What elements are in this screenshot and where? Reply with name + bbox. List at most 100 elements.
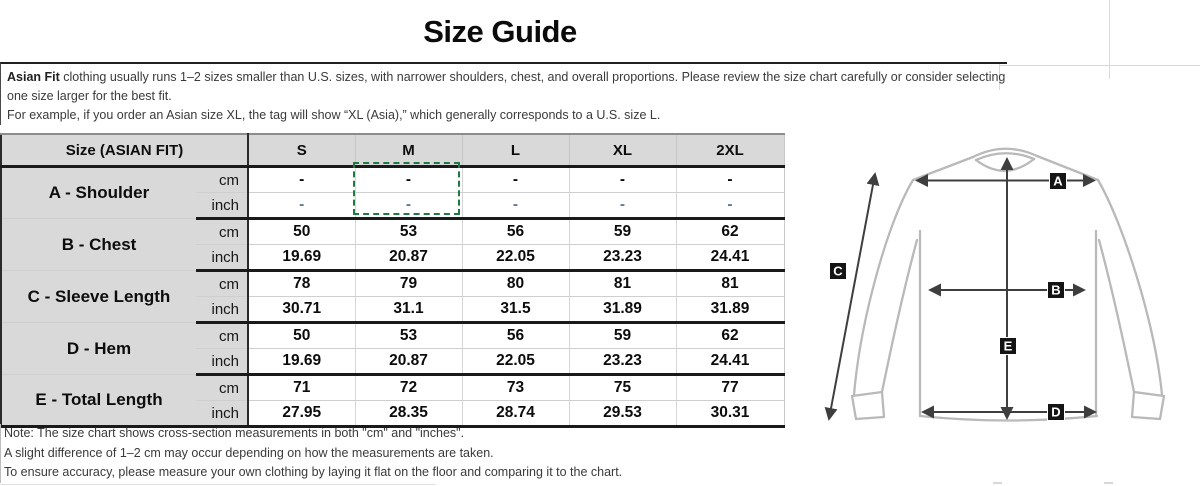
unit-cell-cm[interactable]: cm	[196, 374, 250, 401]
unit-cell-inch[interactable]: inch	[196, 192, 250, 220]
intro-line-2: one size larger for the best fit.	[7, 89, 172, 103]
cell-sleeve-inch-m[interactable]: 31.1	[354, 296, 463, 324]
table-row: C - Sleeve Length cm 78 79 80 81 81	[1, 270, 785, 323]
row-label-total-length[interactable]: E - Total Length	[1, 374, 196, 427]
cell-hem-inch-2xl[interactable]: 24.41	[675, 348, 785, 376]
header-size-xl[interactable]: XL	[568, 134, 677, 168]
cell-chest-cm-xl[interactable]: 59	[568, 218, 677, 245]
cell-total-cm-xl[interactable]: 75	[568, 374, 677, 401]
cell-chest-inch-s[interactable]: 19.69	[247, 244, 356, 272]
cell-total-cm-s[interactable]: 71	[247, 374, 356, 401]
cell-chest-cm-l[interactable]: 56	[461, 218, 570, 245]
gridline-horizontal	[1000, 65, 1200, 66]
cell-shoulder-inch-2xl[interactable]: -	[675, 192, 785, 220]
intro-line-1: Asian Fit clothing usually runs 1–2 size…	[7, 70, 1006, 84]
cell-total-inch-xl[interactable]: 29.53	[568, 400, 677, 428]
unit-cell-inch[interactable]: inch	[196, 348, 250, 376]
cell-total-inch-l[interactable]: 28.74	[461, 400, 570, 428]
cell-sleeve-inch-l[interactable]: 31.5	[461, 296, 570, 324]
row-label-sleeve-length[interactable]: C - Sleeve Length	[1, 270, 196, 323]
cell-shoulder-cm-l[interactable]: -	[461, 166, 570, 193]
cell-sleeve-cm-l[interactable]: 80	[461, 270, 570, 297]
cell-shoulder-cm-m[interactable]: -	[354, 166, 463, 193]
cell-total-cm-m[interactable]: 72	[354, 374, 463, 401]
cell-shoulder-cm-xl[interactable]: -	[568, 166, 677, 193]
row-label-chest[interactable]: B - Chest	[1, 218, 196, 271]
cell-hem-cm-xl[interactable]: 59	[568, 322, 677, 349]
cell-hem-cm-l[interactable]: 56	[461, 322, 570, 349]
cell-sleeve-inch-s[interactable]: 30.71	[247, 296, 356, 324]
table-row: inch 19.69 20.87 22.05 23.23 24.41	[1, 244, 785, 272]
row-label-shoulder[interactable]: A - Shoulder	[1, 166, 196, 219]
unit-cell-inch[interactable]: inch	[196, 296, 250, 324]
cutoff-mark	[993, 482, 1002, 484]
gridline-vertical	[1109, 0, 1110, 79]
cell-shoulder-cm-s[interactable]: -	[247, 166, 356, 193]
note-line-3: To ensure accuracy, please measure your …	[4, 465, 623, 479]
measurement-labels: A B C D E	[829, 172, 1067, 421]
label-E: E	[999, 337, 1017, 355]
cell-chest-cm-2xl[interactable]: 62	[675, 218, 785, 245]
cell-sleeve-inch-xl[interactable]: 31.89	[568, 296, 677, 324]
unit-cell-cm[interactable]: cm	[196, 322, 250, 349]
table-row: D - Hem cm 50 53 56 59 62	[1, 322, 785, 375]
cell-shoulder-inch-l[interactable]: -	[461, 192, 570, 220]
gridline-vertical	[999, 62, 1000, 90]
cell-sleeve-inch-2xl[interactable]: 31.89	[675, 296, 785, 324]
cell-total-cm-l[interactable]: 73	[461, 374, 570, 401]
table-row: inch - - - - -	[1, 192, 785, 220]
cell-total-inch-2xl[interactable]: 30.31	[675, 400, 785, 428]
cell-sleeve-cm-m[interactable]: 79	[354, 270, 463, 297]
cell-hem-inch-l[interactable]: 22.05	[461, 348, 570, 376]
size-chart: Size (ASIAN FIT) S M L XL 2XL A - Should…	[0, 133, 785, 428]
header-size-l[interactable]: L	[461, 134, 570, 168]
cell-hem-inch-s[interactable]: 19.69	[247, 348, 356, 376]
intro-text: Asian Fit clothing usually runs 1–2 size…	[0, 62, 1007, 125]
row-label-hem[interactable]: D - Hem	[1, 322, 196, 375]
cell-hem-cm-s[interactable]: 50	[247, 322, 356, 349]
cell-sleeve-cm-xl[interactable]: 81	[568, 270, 677, 297]
table-row: inch 19.69 20.87 22.05 23.23 24.41	[1, 348, 785, 376]
svg-text:B: B	[1051, 283, 1060, 298]
cell-shoulder-cm-2xl[interactable]: -	[675, 166, 785, 193]
header-size-m[interactable]: M	[354, 134, 463, 168]
cell-chest-inch-xl[interactable]: 23.23	[568, 244, 677, 272]
cell-shoulder-inch-xl[interactable]: -	[568, 192, 677, 220]
unit-cell-cm[interactable]: cm	[196, 166, 250, 193]
cell-total-cm-2xl[interactable]: 77	[675, 374, 785, 401]
header-size-s[interactable]: S	[247, 134, 356, 168]
arrow-sleeve	[824, 172, 880, 421]
gridline-horizontal	[0, 484, 436, 485]
cell-chest-inch-2xl[interactable]: 24.41	[675, 244, 785, 272]
note-line-1: Note: The size chart shows cross-section…	[4, 426, 465, 440]
cell-total-inch-s[interactable]: 27.95	[247, 400, 356, 428]
label-D: D	[1047, 403, 1065, 421]
header-size-2xl[interactable]: 2XL	[675, 134, 785, 168]
unit-cell-cm[interactable]: cm	[196, 218, 250, 245]
table-header-row: Size (ASIAN FIT) S M L XL 2XL	[1, 134, 785, 168]
unit-cell-cm[interactable]: cm	[196, 270, 250, 297]
cell-chest-cm-m[interactable]: 53	[354, 218, 463, 245]
label-B: B	[1047, 281, 1065, 299]
page-title: Size Guide	[423, 14, 577, 49]
label-C: C	[829, 262, 847, 280]
unit-cell-inch[interactable]: inch	[196, 244, 250, 272]
cell-shoulder-inch-s[interactable]: -	[247, 192, 356, 220]
intro-line-3: For example, if you order an Asian size …	[7, 108, 661, 122]
cell-hem-cm-2xl[interactable]: 62	[675, 322, 785, 349]
cell-shoulder-inch-m[interactable]: -	[354, 192, 463, 220]
cell-chest-cm-s[interactable]: 50	[247, 218, 356, 245]
cell-chest-inch-m[interactable]: 20.87	[354, 244, 463, 272]
unit-cell-inch[interactable]: inch	[196, 400, 250, 428]
cell-hem-inch-xl[interactable]: 23.23	[568, 348, 677, 376]
table-row: inch 30.71 31.1 31.5 31.89 31.89	[1, 296, 785, 324]
svg-text:C: C	[833, 264, 843, 279]
cell-hem-cm-m[interactable]: 53	[354, 322, 463, 349]
cell-chest-inch-l[interactable]: 22.05	[461, 244, 570, 272]
cell-hem-inch-m[interactable]: 20.87	[354, 348, 463, 376]
cell-sleeve-cm-2xl[interactable]: 81	[675, 270, 785, 297]
svg-text:E: E	[1004, 339, 1013, 354]
cell-total-inch-m[interactable]: 28.35	[354, 400, 463, 428]
cell-sleeve-cm-s[interactable]: 78	[247, 270, 356, 297]
header-size-asian-fit[interactable]: Size (ASIAN FIT)	[1, 134, 250, 168]
